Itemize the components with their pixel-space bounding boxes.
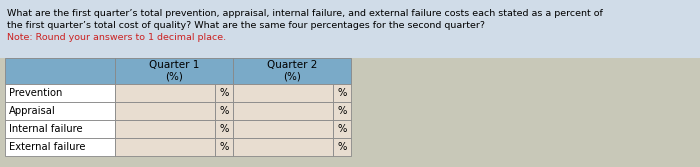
- Text: What are the first quarter’s total prevention, appraisal, internal failure, and : What are the first quarter’s total preve…: [7, 9, 603, 18]
- Text: %: %: [219, 88, 229, 98]
- Bar: [233, 58, 351, 84]
- Text: %: %: [219, 106, 229, 116]
- Text: Note: Round your answers to 1 decimal place.: Note: Round your answers to 1 decimal pl…: [7, 33, 226, 42]
- Bar: [115, 58, 233, 84]
- Bar: [233, 138, 333, 156]
- Bar: [115, 120, 215, 138]
- Text: Internal failure: Internal failure: [9, 124, 83, 134]
- Text: %: %: [337, 88, 346, 98]
- Bar: [215, 102, 233, 120]
- Text: External failure: External failure: [9, 142, 85, 152]
- Bar: [333, 120, 351, 138]
- Bar: [5, 120, 115, 138]
- Text: the first quarter’s total cost of quality? What are the same four percentages fo: the first quarter’s total cost of qualit…: [7, 21, 485, 30]
- Bar: [215, 138, 233, 156]
- Bar: [333, 102, 351, 120]
- Bar: [115, 102, 215, 120]
- Bar: [0, 58, 700, 167]
- Bar: [115, 138, 215, 156]
- Text: Quarter 1
(%): Quarter 1 (%): [149, 60, 199, 82]
- Bar: [333, 84, 351, 102]
- Text: %: %: [337, 106, 346, 116]
- Bar: [5, 84, 115, 102]
- Text: Quarter 2
(%): Quarter 2 (%): [267, 60, 317, 82]
- Bar: [215, 120, 233, 138]
- Text: %: %: [337, 124, 346, 134]
- Bar: [5, 138, 115, 156]
- Bar: [0, 0, 700, 58]
- Text: Prevention: Prevention: [9, 88, 62, 98]
- Bar: [333, 138, 351, 156]
- Bar: [115, 84, 215, 102]
- Text: %: %: [219, 142, 229, 152]
- Text: %: %: [337, 142, 346, 152]
- Text: Appraisal: Appraisal: [9, 106, 56, 116]
- Bar: [233, 84, 333, 102]
- Bar: [5, 58, 115, 84]
- Text: %: %: [219, 124, 229, 134]
- Bar: [233, 120, 333, 138]
- Bar: [215, 84, 233, 102]
- Bar: [5, 102, 115, 120]
- Bar: [233, 102, 333, 120]
